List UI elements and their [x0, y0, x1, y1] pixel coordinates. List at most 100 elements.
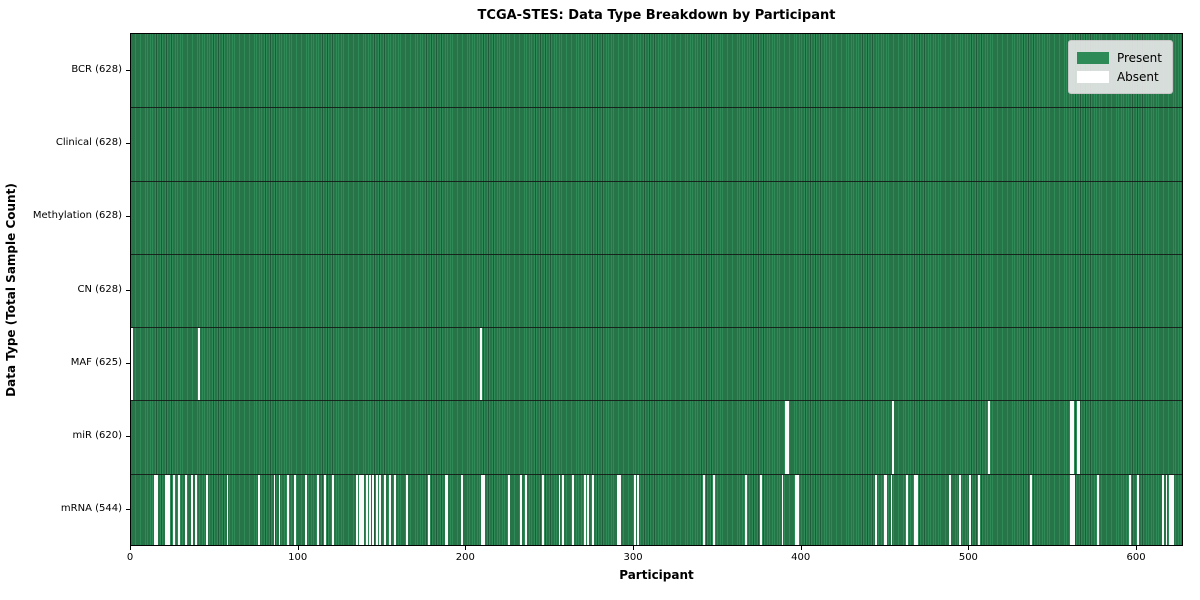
- y-tick-mark: [126, 142, 130, 144]
- absent-stripe: [177, 474, 180, 545]
- absent-stripe: [184, 474, 187, 545]
- absent-stripe: [446, 474, 449, 545]
- absent-stripe: [405, 474, 408, 545]
- absent-stripe: [987, 401, 990, 474]
- absent-stripe: [375, 474, 378, 545]
- row-separator: [131, 473, 1182, 475]
- absent-stripe: [166, 474, 169, 545]
- absent-stripe: [1128, 474, 1131, 545]
- absent-stripe: [617, 474, 620, 545]
- absent-stripe: [191, 474, 194, 545]
- y-tick-label: MAF (625): [70, 356, 122, 368]
- x-tick-mark: [130, 546, 131, 550]
- absent-stripe: [278, 474, 281, 545]
- absent-stripe: [959, 474, 962, 545]
- absent-stripe: [481, 474, 484, 545]
- absent-stripe: [561, 474, 564, 545]
- row-separator: [131, 180, 1182, 182]
- absent-stripe: [154, 474, 157, 545]
- absent-stripe: [394, 474, 397, 545]
- absent-stripe: [1162, 474, 1165, 545]
- absent-stripe: [359, 474, 361, 545]
- plot-area: Present Absent: [130, 33, 1183, 546]
- absent-stripe: [461, 474, 464, 545]
- absent-stripe: [587, 474, 589, 545]
- absent-stripe: [583, 474, 586, 545]
- absent-stripe: [365, 474, 368, 545]
- y-tick-mark: [126, 289, 130, 291]
- absent-swatch: [1076, 70, 1109, 83]
- absent-stripe: [1071, 401, 1074, 474]
- y-tick-label: mRNA (544): [60, 503, 122, 515]
- absent-stripe: [479, 328, 482, 401]
- x-tick-label: 300: [623, 552, 643, 563]
- absent-stripe: [905, 474, 908, 545]
- absent-stripe: [167, 474, 170, 545]
- legend-entry-present: Present: [1076, 48, 1162, 67]
- absent-stripe: [1096, 474, 1099, 545]
- x-tick-label: 0: [126, 552, 134, 563]
- x-tick-mark: [633, 546, 635, 550]
- absent-stripe: [592, 474, 594, 545]
- y-tick-label: BCR (628): [71, 63, 122, 75]
- absent-stripe: [508, 474, 511, 545]
- absent-stripe: [558, 474, 561, 545]
- absent-stripe: [206, 474, 209, 545]
- absent-stripe: [702, 474, 705, 545]
- absent-stripe: [1029, 474, 1032, 545]
- y-tick-mark: [126, 436, 130, 438]
- absent-stripe: [483, 474, 485, 545]
- absent-stripe: [323, 474, 326, 545]
- y-tick-label: Clinical (628): [55, 136, 122, 148]
- absent-stripe: [969, 474, 972, 545]
- absent-stripe: [1168, 474, 1171, 545]
- absent-stripe: [273, 474, 276, 545]
- absent-stripe: [1069, 474, 1072, 545]
- row-separator: [131, 400, 1182, 402]
- x-tick-mark: [800, 546, 802, 550]
- absent-stripe: [389, 474, 392, 545]
- legend: Present Absent: [1067, 40, 1173, 94]
- absent-stripe: [875, 474, 878, 545]
- absent-stripe: [372, 474, 375, 545]
- x-tick-mark: [297, 546, 299, 550]
- y-tick-mark: [126, 69, 130, 71]
- absent-stripe: [156, 474, 159, 545]
- absent-stripe: [226, 474, 229, 545]
- absent-stripe: [362, 474, 365, 545]
- absent-stripe: [1071, 474, 1074, 545]
- absent-stripe: [1069, 401, 1072, 474]
- x-tick-mark: [465, 546, 467, 550]
- x-axis-title: Participant: [619, 568, 694, 582]
- absent-stripe: [286, 474, 289, 545]
- present-swatch: [1076, 51, 1109, 64]
- absent-stripe: [427, 474, 430, 545]
- absent-stripe: [384, 474, 387, 545]
- absent-stripe: [796, 474, 799, 545]
- absent-stripe: [744, 474, 747, 545]
- chart-title: TCGA-STES: Data Type Breakdown by Partic…: [477, 8, 836, 23]
- absent-stripe: [164, 474, 167, 545]
- absent-stripe: [571, 474, 574, 545]
- x-tick-label: 200: [455, 552, 475, 563]
- absent-stripe: [883, 474, 886, 545]
- absent-stripe: [1078, 401, 1081, 474]
- absent-stripe: [1137, 474, 1139, 545]
- absent-stripe: [637, 474, 640, 545]
- row-separator: [131, 107, 1182, 109]
- y-tick-label: miR (620): [72, 430, 122, 442]
- absent-stripe: [794, 474, 797, 545]
- absent-stripe: [258, 474, 261, 545]
- absent-stripe: [914, 474, 916, 545]
- absent-stripe: [360, 474, 363, 545]
- absent-stripe: [525, 474, 527, 545]
- absent-stripe: [949, 474, 952, 545]
- row-separator: [131, 253, 1182, 255]
- absent-stripe: [172, 474, 175, 545]
- absent-stripe: [444, 474, 447, 545]
- y-tick-mark: [126, 509, 130, 511]
- legend-entry-absent: Absent: [1076, 67, 1162, 86]
- absent-stripe: [885, 474, 888, 545]
- absent-stripe: [379, 474, 382, 545]
- absent-stripe: [198, 328, 200, 401]
